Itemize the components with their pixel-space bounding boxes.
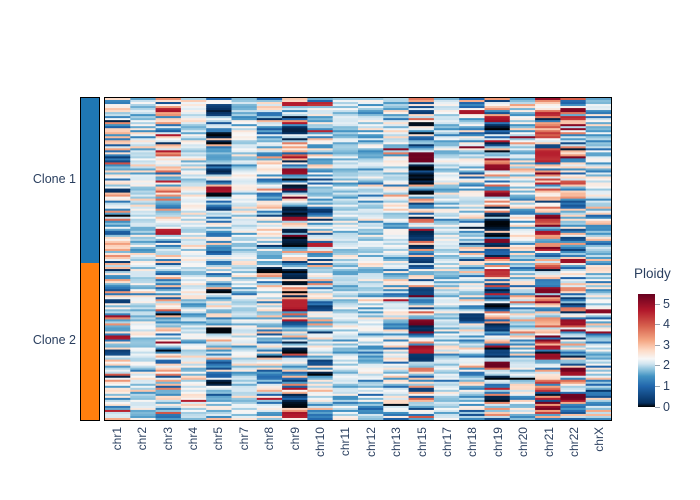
x-tick-label-chr19: chr19	[490, 427, 505, 458]
x-tick-label-chr1: chr1	[109, 427, 124, 451]
x-tick-label-chr11: chr11	[338, 427, 353, 457]
clone-2-segment	[81, 263, 99, 420]
colorbar-tick-mark	[655, 406, 660, 408]
colorbar-tick-label-0: 0	[663, 399, 670, 414]
heatmap-canvas	[104, 97, 612, 421]
x-tick-label-chr20: chr20	[516, 427, 531, 458]
x-tick-label-chr9: chr9	[287, 427, 302, 451]
colorbar-tick-mark	[655, 303, 660, 305]
x-tick-label-chr17: chr17	[439, 427, 454, 458]
colorbar-tick-mark	[655, 385, 660, 387]
row-group-annotation-bar	[80, 97, 100, 421]
colorbar-tick-mark	[655, 365, 660, 367]
x-tick-label-chr10: chr10	[312, 427, 327, 458]
x-tick-label-chr4: chr4	[185, 427, 200, 451]
colorbar-tick-mark	[655, 344, 660, 346]
x-tick-label-chr15: chr15	[414, 427, 429, 458]
x-tick-label-chr13: chr13	[389, 427, 404, 458]
colorbar-tick-label-4: 4	[663, 317, 670, 332]
x-tick-label-chr21: chr21	[541, 427, 556, 458]
colorbar-tick-label-3: 3	[663, 337, 670, 352]
x-tick-label-chr2: chr2	[135, 427, 150, 451]
x-tick-label-chr12: chr12	[363, 427, 378, 458]
colorbar-tick-label-5: 5	[663, 296, 670, 311]
x-tick-label-chr3: chr3	[160, 427, 175, 451]
x-tick-label-chr22: chr22	[566, 427, 581, 458]
x-tick-label-chrX: chrX	[592, 427, 607, 452]
colorbar-title: Ploidy	[634, 266, 671, 281]
colorbar-tick-label-1: 1	[663, 378, 670, 393]
colorbar-tick-mark	[655, 324, 660, 326]
row-group-label-clone-2: Clone 2	[32, 333, 76, 347]
colorbar-tick-label-2: 2	[663, 358, 670, 373]
x-tick-label-chr18: chr18	[465, 427, 480, 458]
x-tick-label-chr7: chr7	[236, 427, 251, 451]
x-tick-label-chr5: chr5	[211, 427, 226, 451]
x-tick-label-chr8: chr8	[262, 427, 277, 451]
row-group-label-clone-1: Clone 1	[32, 172, 76, 186]
clone-1-segment	[81, 98, 99, 264]
colorbar-gradient	[638, 294, 655, 407]
